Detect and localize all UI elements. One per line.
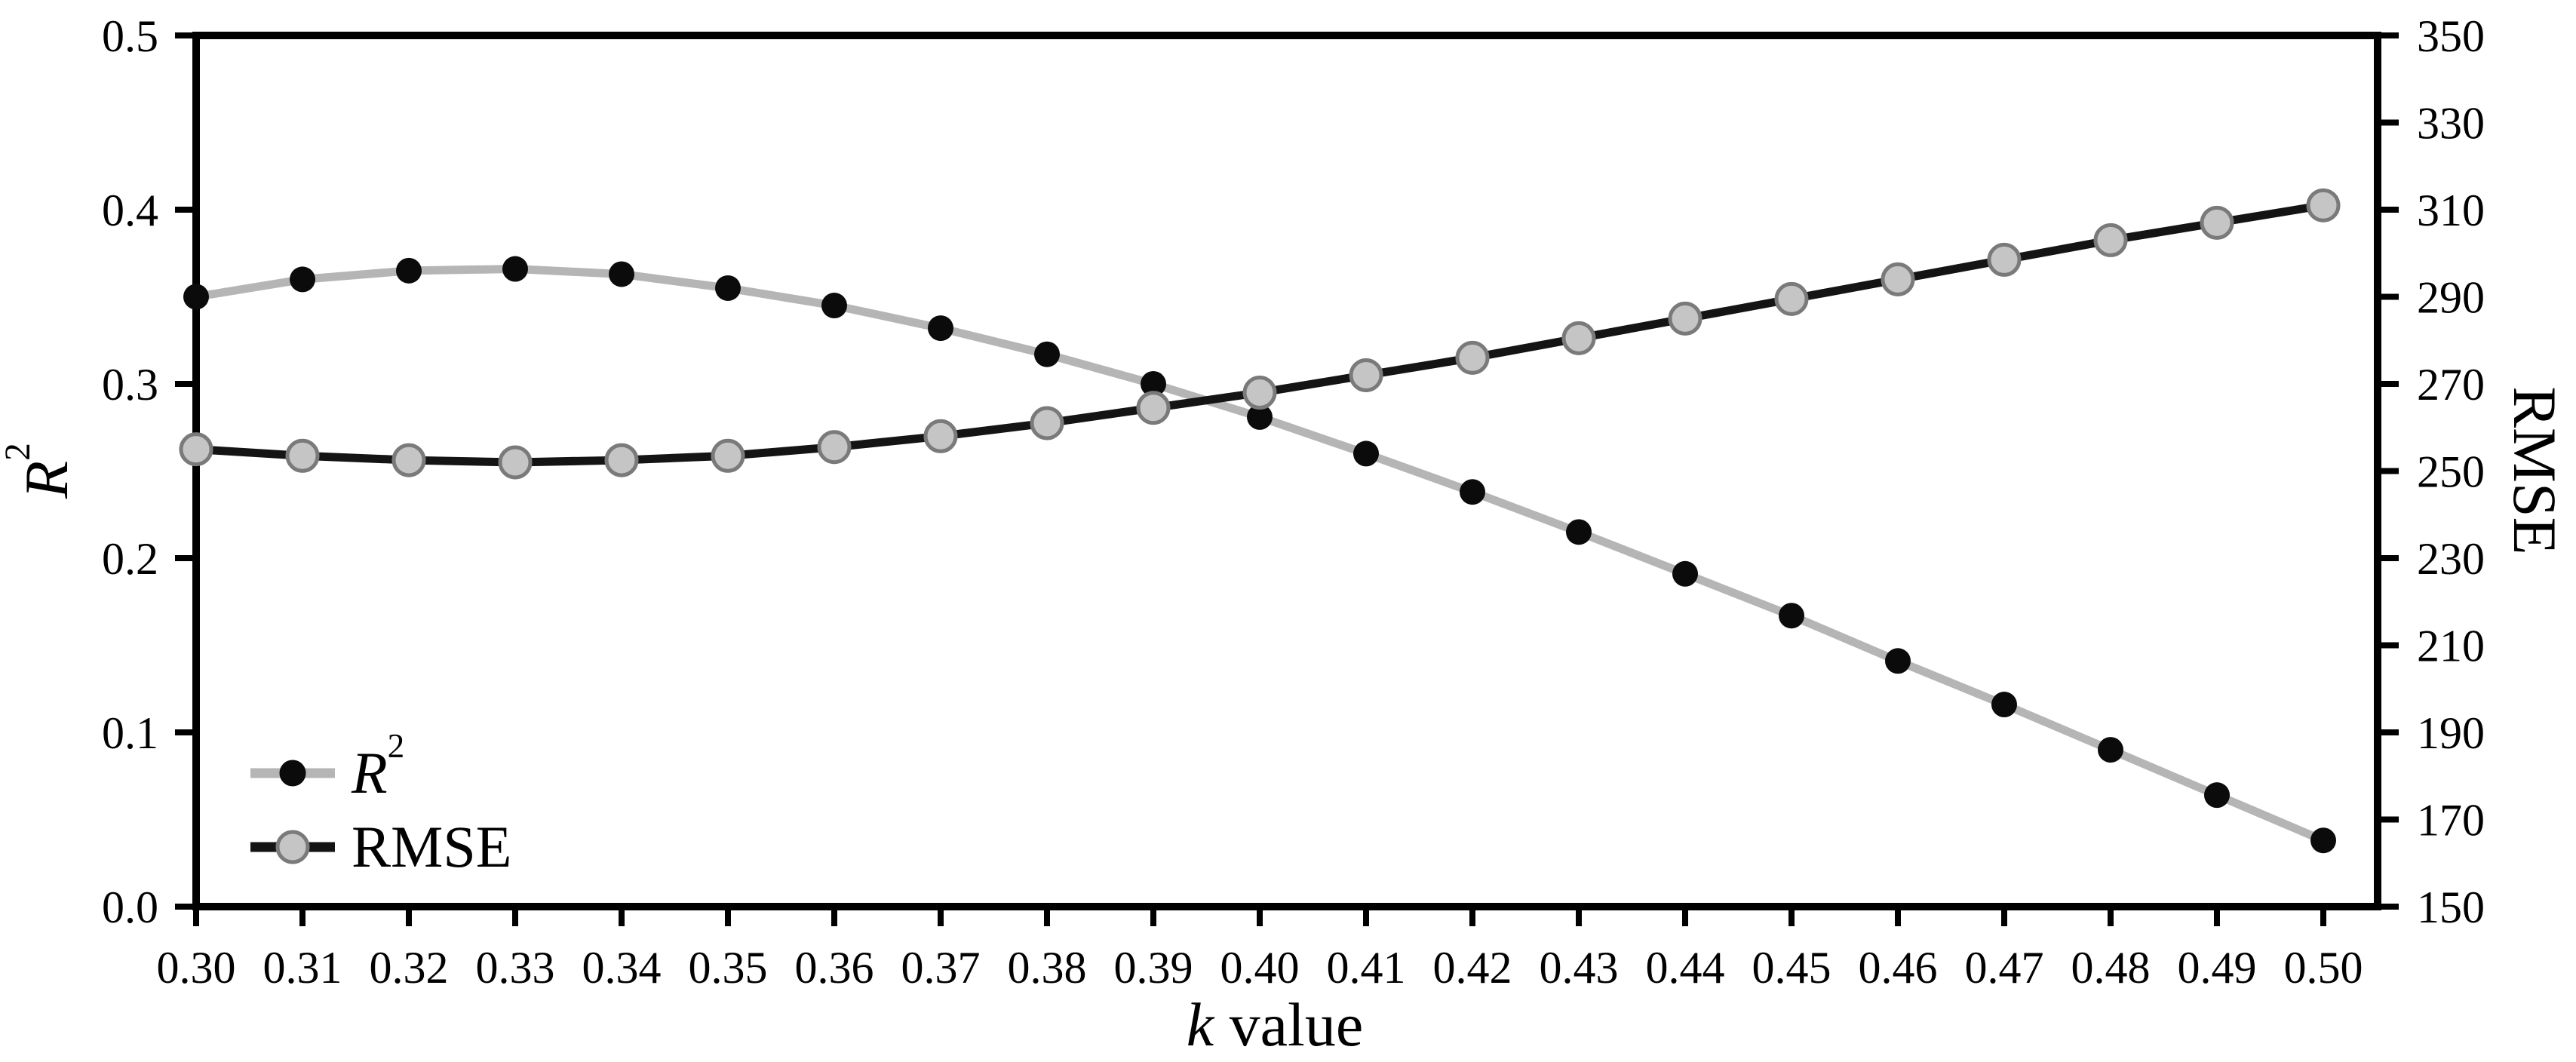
- data-point-marker-r2: [715, 275, 741, 301]
- data-point-marker-r2: [290, 266, 315, 293]
- right-axis-tick-label: 290: [2417, 273, 2485, 323]
- left-axis-tick-label: 0.0: [102, 882, 158, 932]
- x-axis-tick-label: 0.39: [1114, 943, 1193, 993]
- data-point-marker-rmse: [1774, 281, 1809, 316]
- right-axis-tick-label: 210: [2417, 622, 2485, 671]
- data-point-marker-rmse: [1668, 301, 1702, 336]
- x-axis-tick-label: 0.44: [1646, 943, 1725, 993]
- x-axis-tick-label: 0.41: [1327, 943, 1406, 993]
- x-axis-tick-label: 0.38: [1008, 943, 1087, 993]
- data-point-marker-rmse: [923, 419, 958, 453]
- left-axis-tick-label: 0.4: [102, 186, 158, 235]
- x-axis-tick-label: 0.35: [689, 943, 768, 993]
- data-point-marker-r2: [1034, 341, 1060, 367]
- legend-label-rmse: RMSE: [352, 814, 512, 879]
- legend-item-r2: R2: [247, 726, 511, 810]
- data-point-marker-r2: [821, 293, 847, 319]
- right-axis-tick-label: 350: [2417, 11, 2485, 61]
- data-point-marker-rmse: [391, 443, 426, 477]
- data-point-marker-rmse: [2200, 205, 2234, 240]
- data-point-marker-r2: [928, 315, 953, 342]
- data-point-marker-rmse: [2306, 188, 2341, 223]
- left-axis-tick-label: 0.5: [102, 11, 158, 61]
- x-axis-tick-label: 0.34: [582, 943, 662, 993]
- x-axis-title: k value: [1187, 994, 1363, 1056]
- legend-swatch-rmse: [250, 830, 335, 864]
- data-point-marker-r2: [2098, 737, 2123, 763]
- data-point-marker-rmse: [1455, 340, 1490, 375]
- data-point-marker-r2: [1460, 479, 1485, 505]
- data-point-marker-rmse: [1881, 262, 1915, 296]
- data-point-marker-r2: [1247, 404, 1273, 430]
- data-point-marker-r2: [1885, 648, 1911, 674]
- x-axis-tick-label: 0.40: [1220, 943, 1300, 993]
- x-axis-tick-label: 0.47: [1965, 943, 2044, 993]
- left-axis-tick-label: 0.2: [102, 534, 158, 584]
- x-axis-tick-label: 0.42: [1433, 943, 1512, 993]
- data-point-marker-rmse: [1242, 376, 1277, 410]
- x-axis-title-italic: k: [1186, 990, 1214, 1059]
- x-axis-tick-label: 0.46: [1859, 943, 1938, 993]
- legend: R2 RMSE: [247, 726, 511, 884]
- legend-swatch-r2: [250, 760, 335, 787]
- legend-marker-rmse: [275, 830, 310, 864]
- data-point-marker-rmse: [1561, 321, 1596, 355]
- data-point-marker-rmse: [817, 430, 852, 465]
- data-point-marker-rmse: [711, 438, 745, 473]
- left-axis-tick-label: 0.3: [102, 360, 158, 410]
- data-point-marker-rmse: [285, 438, 320, 473]
- left-axis-title-superscript: 2: [0, 443, 38, 461]
- data-point-marker-r2: [1672, 560, 1698, 587]
- left-axis-title: R2: [0, 443, 81, 499]
- data-point-marker-rmse: [1987, 242, 2022, 277]
- x-axis-tick-label: 0.32: [370, 943, 449, 993]
- right-axis-tick-label: 190: [2417, 708, 2485, 758]
- x-axis-tick-label: 0.30: [157, 943, 236, 993]
- right-axis-title: RMSE: [2501, 386, 2569, 555]
- right-axis-tick-label: 270: [2417, 360, 2485, 410]
- series-line-r2: [192, 265, 2328, 845]
- data-point-marker-rmse: [498, 445, 533, 480]
- data-point-marker-r2: [396, 257, 422, 284]
- x-axis-tick-label: 0.37: [901, 943, 981, 993]
- data-point-marker-rmse: [2093, 223, 2128, 257]
- data-point-marker-rmse: [1030, 406, 1064, 440]
- x-axis-title-rest: value: [1214, 990, 1364, 1059]
- data-point-marker-rmse: [604, 443, 639, 477]
- data-point-marker-r2: [183, 284, 209, 310]
- right-axis-tick-label: 310: [2417, 186, 2485, 235]
- right-axis-tick-label: 230: [2417, 534, 2485, 584]
- x-axis-tick-label: 0.45: [1752, 943, 1831, 993]
- data-point-marker-r2: [2204, 782, 2230, 809]
- data-point-marker-r2: [1779, 603, 1804, 629]
- data-point-marker-r2: [1991, 692, 2017, 718]
- data-point-marker-rmse: [179, 432, 213, 467]
- x-axis-tick-label: 0.50: [2284, 943, 2363, 993]
- right-axis-tick-label: 330: [2417, 99, 2485, 149]
- legend-item-rmse: RMSE: [247, 810, 511, 884]
- x-axis-tick-label: 0.48: [2071, 943, 2151, 993]
- legend-marker-r2: [279, 760, 306, 787]
- left-axis-title-base: R: [12, 460, 81, 499]
- data-point-marker-r2: [1566, 519, 1592, 545]
- data-point-marker-rmse: [1349, 358, 1383, 392]
- right-axis-tick-label: 150: [2417, 882, 2485, 932]
- x-axis-tick-label: 0.43: [1540, 943, 1619, 993]
- data-point-marker-r2: [502, 256, 528, 282]
- right-axis-tick-label: 170: [2417, 796, 2485, 846]
- legend-label-r2: R2: [352, 726, 405, 806]
- data-point-marker-r2: [609, 261, 634, 287]
- data-point-marker-r2: [1141, 371, 1166, 397]
- x-axis-tick-label: 0.49: [2178, 943, 2257, 993]
- x-axis-tick-label: 0.36: [795, 943, 874, 993]
- data-point-marker-rmse: [1136, 391, 1171, 425]
- x-axis-tick-label: 0.33: [476, 943, 555, 993]
- data-point-marker-r2: [1353, 440, 1379, 467]
- right-axis-tick-label: 250: [2417, 447, 2485, 497]
- data-point-marker-r2: [2310, 827, 2336, 854]
- left-axis-tick-label: 0.1: [102, 708, 158, 758]
- x-axis-tick-label: 0.31: [263, 943, 342, 993]
